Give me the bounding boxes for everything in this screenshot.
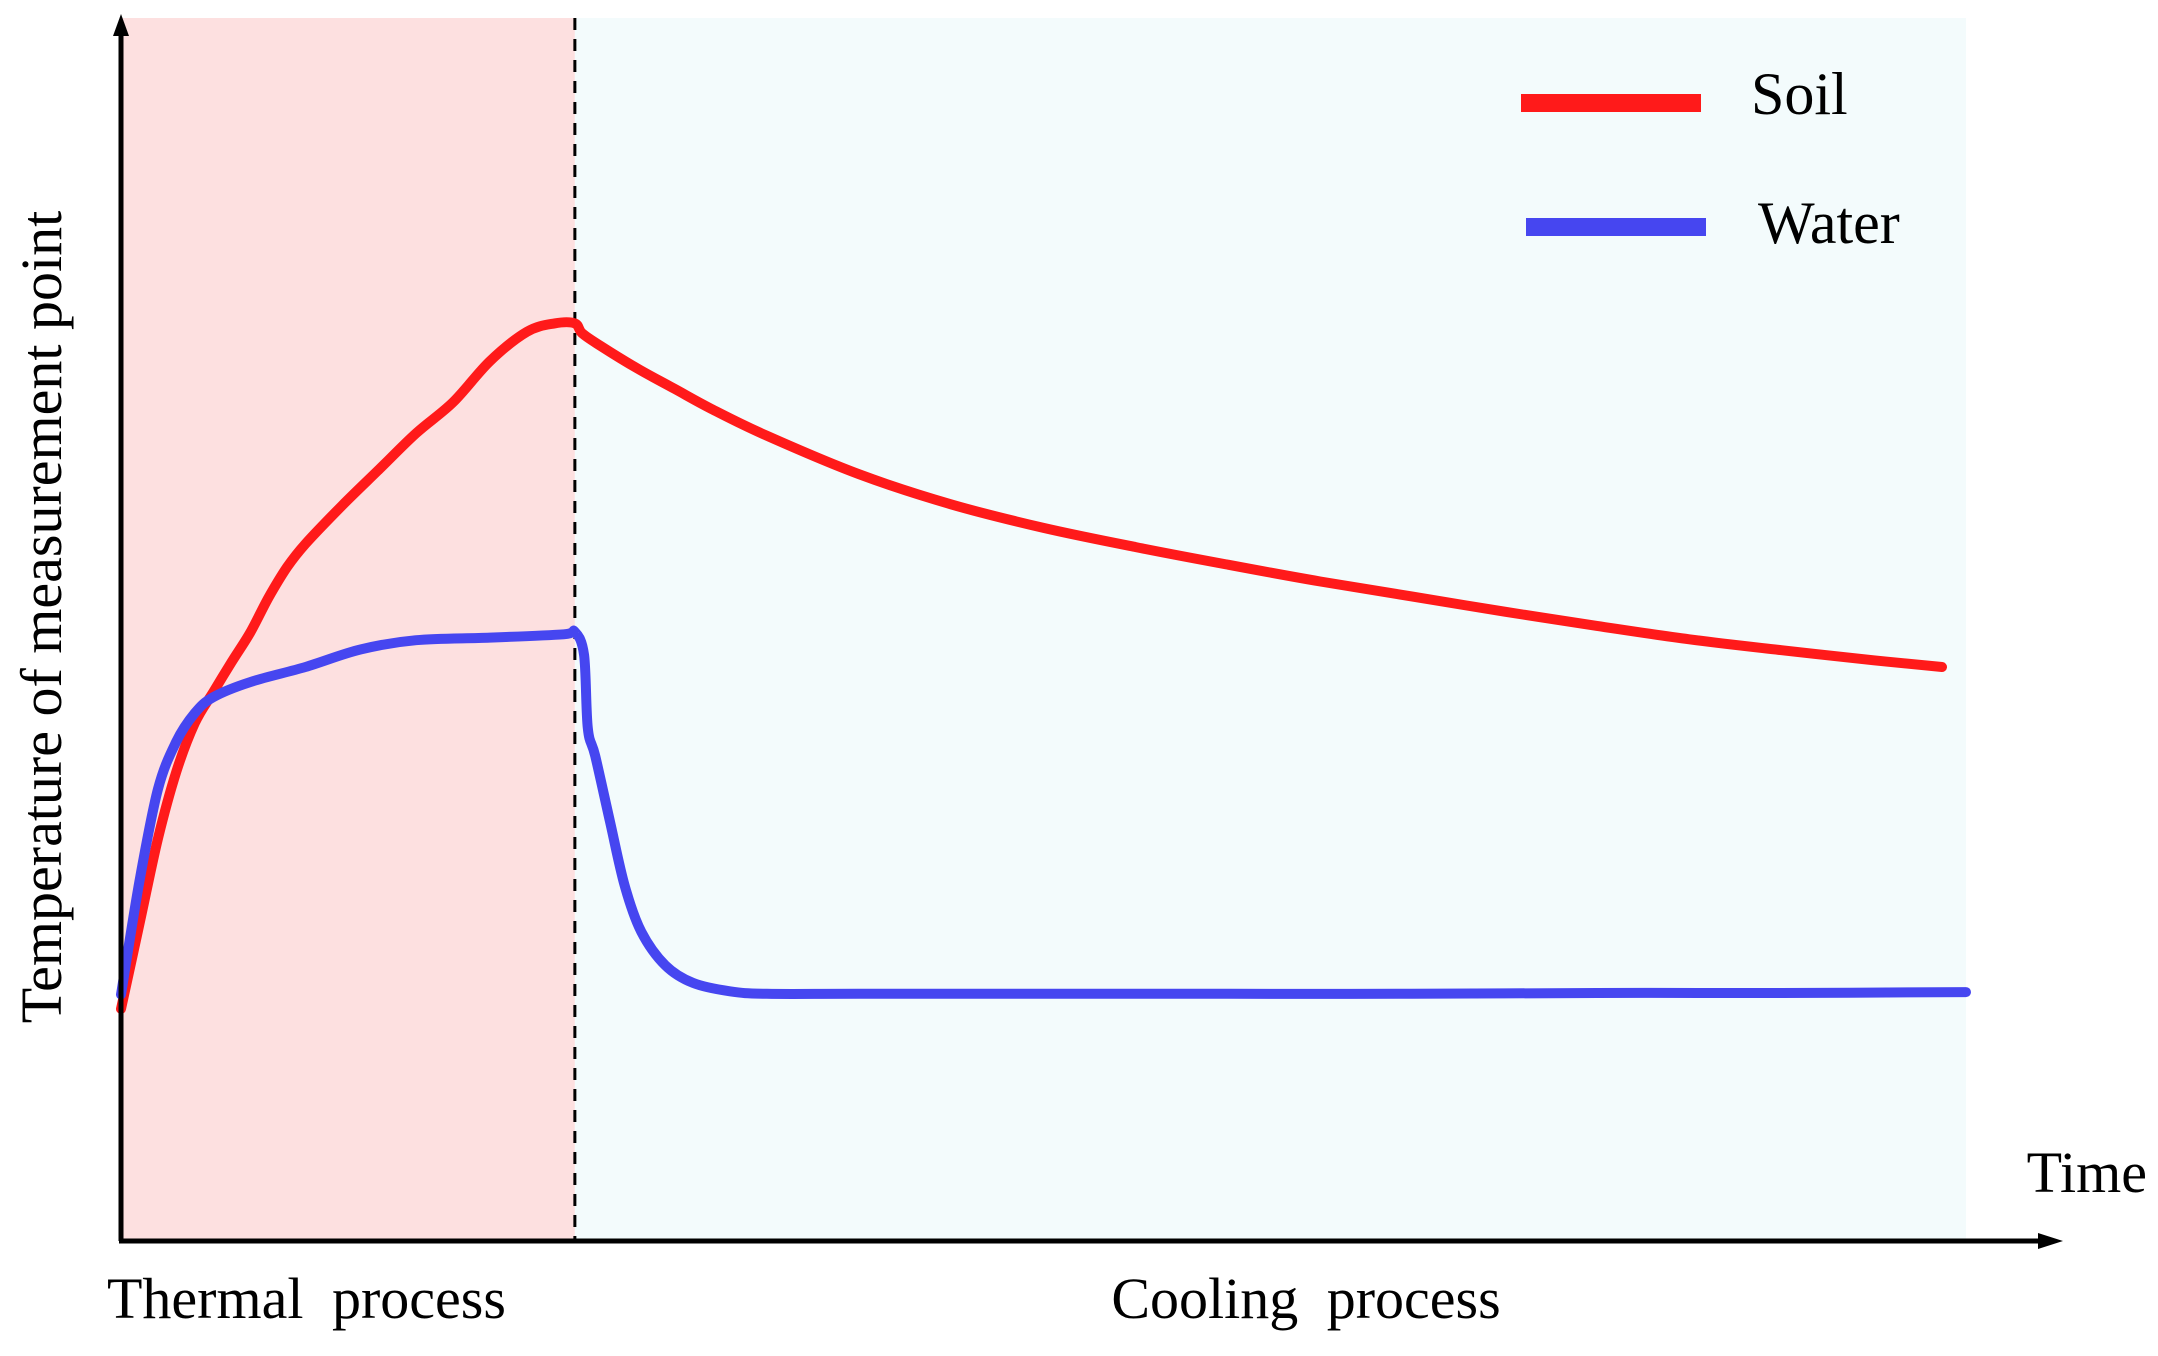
region-cooling-process bbox=[574, 18, 1966, 1241]
x-axis-title: Time bbox=[2027, 1140, 2147, 1205]
legend-label-soil: Soil bbox=[1751, 61, 1848, 127]
x-axis-arrow bbox=[2038, 1233, 2063, 1249]
process-regions bbox=[121, 18, 1966, 1241]
series-lines bbox=[116, 317, 1971, 1014]
y-axis-arrow bbox=[113, 14, 129, 36]
legend-label-water: Water bbox=[1758, 190, 1900, 256]
region-thermal-process bbox=[121, 18, 575, 1241]
series-line-water bbox=[116, 625, 1971, 1000]
region-label-thermal-process: Thermal process bbox=[107, 1266, 506, 1331]
region-label-cooling-process: Cooling process bbox=[1111, 1266, 1500, 1331]
legend: Soil Water bbox=[1521, 61, 1900, 256]
series-line-soil bbox=[116, 317, 1947, 1014]
y-axis-title: Temperature of measurement point bbox=[9, 211, 74, 1023]
